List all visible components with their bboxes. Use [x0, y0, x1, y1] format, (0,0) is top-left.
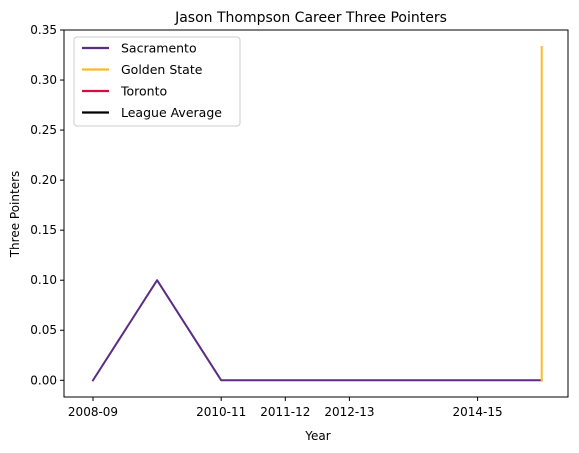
x-tick-label: 2010-11	[196, 405, 246, 419]
chart-title: Jason Thompson Career Three Pointers	[174, 10, 447, 26]
y-tick-label: 0.30	[30, 73, 57, 87]
y-tick-label: 0.25	[30, 123, 57, 137]
x-axis-label: Year	[304, 429, 330, 443]
x-tick-label: 2014-15	[453, 405, 503, 419]
legend: Sacramento Golden State Toronto League Aver…	[73, 36, 241, 127]
legend-entries: Sacramento Golden State Toronto League Aver…	[82, 41, 222, 120]
y-tick-label: 0.05	[30, 323, 57, 337]
y-axis-label: Three Pointers	[8, 171, 22, 259]
x-tick-label: 2012-13	[324, 405, 374, 419]
y-tick-label: 0.10	[30, 273, 57, 287]
y-tick-label: 0.00	[30, 373, 57, 387]
y-tick-label: 0.20	[30, 173, 57, 187]
series-line-sacramento	[91, 279, 543, 382]
plot-frame	[63, 29, 569, 398]
y-axis-ticks: 0.00 0.05 0.10 0.15 0.20 0.25 0.30 0.35	[30, 23, 64, 387]
x-axis-ticks: 2008-09 2010-11 2011-12 2012-13 2014-15	[68, 397, 503, 419]
legend-label-league-average: League Average	[121, 105, 222, 120]
x-tick-label: 2008-09	[68, 405, 118, 419]
legend-label-sacramento: Sacramento	[121, 41, 197, 56]
legend-box	[73, 36, 241, 127]
x-tick-label: 2011-12	[260, 405, 310, 419]
y-tick-label: 0.35	[30, 23, 57, 37]
plot-lines	[91, 46, 543, 382]
legend-label-toronto: Toronto	[120, 84, 167, 99]
legend-label-golden-state: Golden State	[121, 62, 203, 77]
y-tick-label: 0.15	[30, 223, 57, 237]
